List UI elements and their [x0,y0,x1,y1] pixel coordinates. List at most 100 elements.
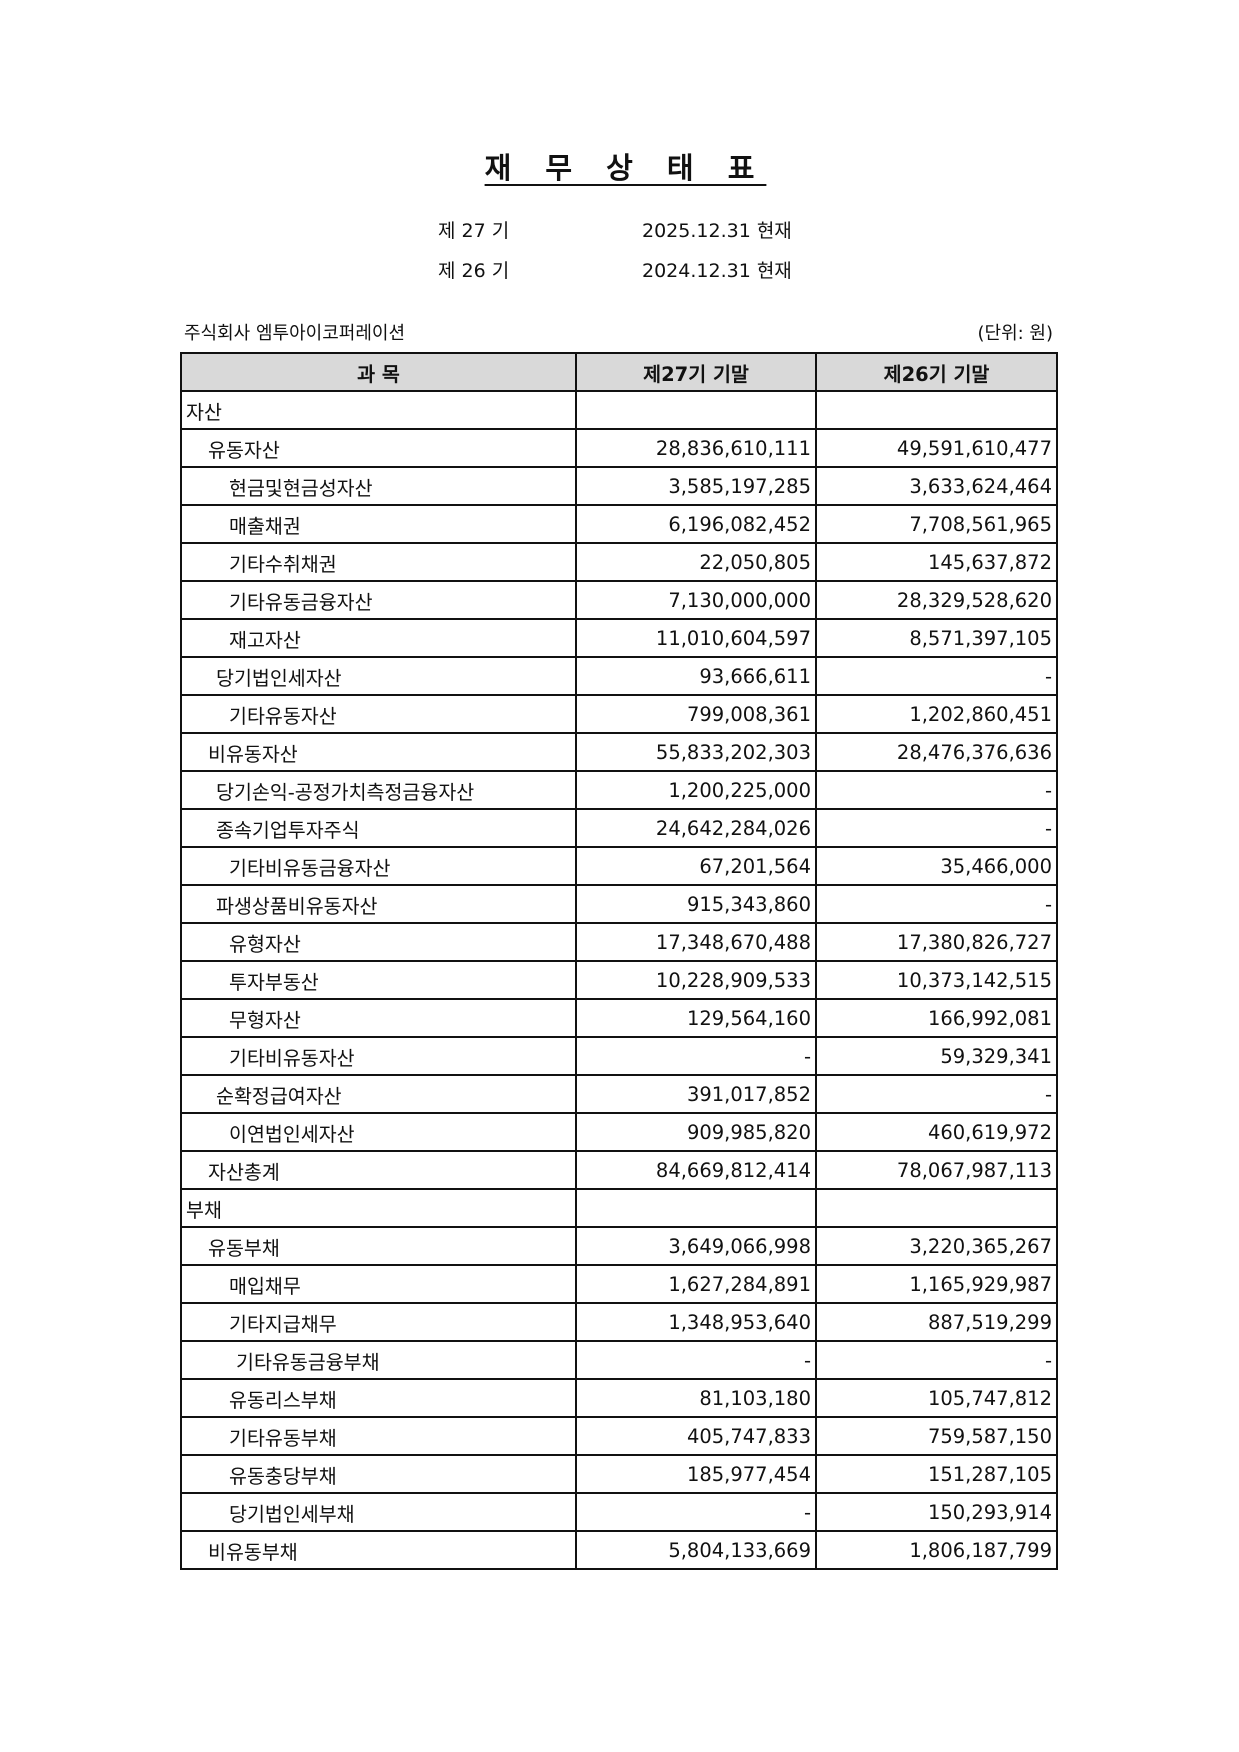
account-cell: 기타유동금융부채 [180,1340,577,1380]
table-row: 무형자산 129,564,160 166,992,081 [180,998,1058,1038]
prior-value-cell: 35,466,000 [815,846,1058,886]
account-cell: 부채 [180,1188,577,1228]
current-value-cell: 93,666,611 [575,656,817,696]
prior-value-cell [815,390,1058,430]
header-current-period: 제27기 기말 [575,352,817,392]
prior-value-cell: 1,806,187,799 [815,1530,1058,1570]
table-row: 자산총계 84,669,812,414 78,067,987,113 [180,1150,1058,1190]
table-row: 기타비유동금융자산 67,201,564 35,466,000 [180,846,1058,886]
table-row: 당기손익-공정가치측정금융자산 1,200,225,000- [180,770,1058,810]
table-row: 기타유동금융부채 - - [180,1340,1058,1380]
current-value-cell: 6,196,082,452 [575,504,817,544]
account-cell: 유동부채 [180,1226,577,1266]
account-cell: 자산총계 [180,1150,577,1190]
current-value-cell: - [575,1492,817,1532]
account-cell: 기타지급채무 [180,1302,577,1342]
prior-value-cell: 145,637,872 [815,542,1058,582]
account-cell: 매입채무 [180,1264,577,1304]
current-value-cell: 55,833,202,303 [575,732,817,772]
table-row: 기타비유동자산 -59,329,341 [180,1036,1058,1076]
period-date-prior: 2024.12.31 현재 [642,260,792,282]
table-row: 당기법인세부채 -150,293,914 [180,1492,1058,1532]
table-row: 비유동부채 5,804,133,669 1,806,187,799 [180,1530,1058,1570]
account-cell: 유동자산 [180,428,577,468]
prior-value-cell: 59,329,341 [815,1036,1058,1076]
prior-value-cell: - [815,770,1058,810]
prior-value-cell: 7,708,561,965 [815,504,1058,544]
current-value-cell: 3,585,197,285 [575,466,817,506]
account-cell: 매출채권 [180,504,577,544]
table-row: 비유동자산 55,833,202,303 28,476,376,636 [180,732,1058,772]
current-value-cell: - [575,1340,817,1380]
prior-value-cell: 759,587,150 [815,1416,1058,1456]
table-row: 유동자산 28,836,610,111 49,591,610,477 [180,428,1058,468]
prior-value-cell: 78,067,987,113 [815,1150,1058,1190]
account-cell: 기타비유동금융자산 [180,846,577,886]
account-cell: 순확정급여자산 [180,1074,577,1114]
account-cell: 비유동자산 [180,732,577,772]
account-cell: 비유동부채 [180,1530,577,1570]
current-value-cell: 11,010,604,597 [575,618,817,658]
table-row: 유동리스부채 81,103,180 105,747,812 [180,1378,1058,1418]
prior-value-cell: 151,287,105 [815,1454,1058,1494]
current-value-cell [575,1188,817,1228]
prior-value-cell: 49,591,610,477 [815,428,1058,468]
prior-value-cell: 460,619,972 [815,1112,1058,1152]
prior-value-cell: - [815,1340,1058,1380]
prior-value-cell: 28,329,528,620 [815,580,1058,620]
prior-value-cell: 3,633,624,464 [815,466,1058,506]
prior-value-cell: - [815,884,1058,924]
account-cell: 재고자산 [180,618,577,658]
account-cell: 자산 [180,390,577,430]
table-row: 기타유동부채 405,747,833 759,587,150 [180,1416,1058,1456]
unit-label: (단위: 원) [977,323,1053,344]
current-value-cell: 22,050,805 [575,542,817,582]
table-row: 부채 [180,1188,1058,1228]
account-cell: 기타수취채권 [180,542,577,582]
table-row: 순확정급여자산 391,017,852- [180,1074,1058,1114]
account-cell: 유동충당부채 [180,1454,577,1494]
prior-value-cell: 887,519,299 [815,1302,1058,1342]
prior-value-cell: 1,165,929,987 [815,1264,1058,1304]
table-row: 종속기업투자주식 24,642,284,026- [180,808,1058,848]
prior-value-cell: 17,380,826,727 [815,922,1058,962]
header-row: 과 목 제27기 기말 제26기 기말 [180,352,1058,392]
account-cell: 유동리스부채 [180,1378,577,1418]
prior-value-cell: 1,202,860,451 [815,694,1058,734]
prior-value-cell: - [815,1074,1058,1114]
current-value-cell: 391,017,852 [575,1074,817,1114]
table-row: 유형자산 17,348,670,488 17,380,826,727 [180,922,1058,962]
account-cell: 기타비유동자산 [180,1036,577,1076]
prior-value-cell: 28,476,376,636 [815,732,1058,772]
account-cell: 당기손익-공정가치측정금융자산 [180,770,577,810]
current-value-cell: - [575,1036,817,1076]
account-cell: 이연법인세자산 [180,1112,577,1152]
account-cell: 파생상품비유동자산 [180,884,577,924]
company-name: 주식회사 엠투아이코퍼레이션 [184,323,406,344]
current-value-cell: 17,348,670,488 [575,922,817,962]
table-row: 투자부동산 10,228,909,533 10,373,142,515 [180,960,1058,1000]
account-cell: 투자부동산 [180,960,577,1000]
page-title: 재 무 상 태 표 [0,145,1239,187]
prior-value-cell: 3,220,365,267 [815,1226,1058,1266]
prior-value-cell: 10,373,142,515 [815,960,1058,1000]
prior-value-cell: - [815,656,1058,696]
current-value-cell: 84,669,812,414 [575,1150,817,1190]
current-value-cell: 1,348,953,640 [575,1302,817,1342]
table-row: 유동충당부채 185,977,454 151,287,105 [180,1454,1058,1494]
account-cell: 당기법인세부채 [180,1492,577,1532]
current-value-cell: 799,008,361 [575,694,817,734]
prior-value-cell: 8,571,397,105 [815,618,1058,658]
period-term-prior: 제 26 기 [438,260,510,282]
prior-value-cell: 150,293,914 [815,1492,1058,1532]
header-account: 과 목 [180,352,577,392]
current-value-cell: 1,200,225,000 [575,770,817,810]
current-value-cell: 10,228,909,533 [575,960,817,1000]
header-prior-period: 제26기 기말 [815,352,1058,392]
current-value-cell: 129,564,160 [575,998,817,1038]
period-date-current: 2025.12.31 현재 [642,220,792,242]
table-row: 기타유동금융자산 7,130,000,000 28,329,528,620 [180,580,1058,620]
table-row: 기타지급채무 1,348,953,640 887,519,299 [180,1302,1058,1342]
account-cell: 종속기업투자주식 [180,808,577,848]
table-row: 매입채무 1,627,284,891 1,165,929,987 [180,1264,1058,1304]
